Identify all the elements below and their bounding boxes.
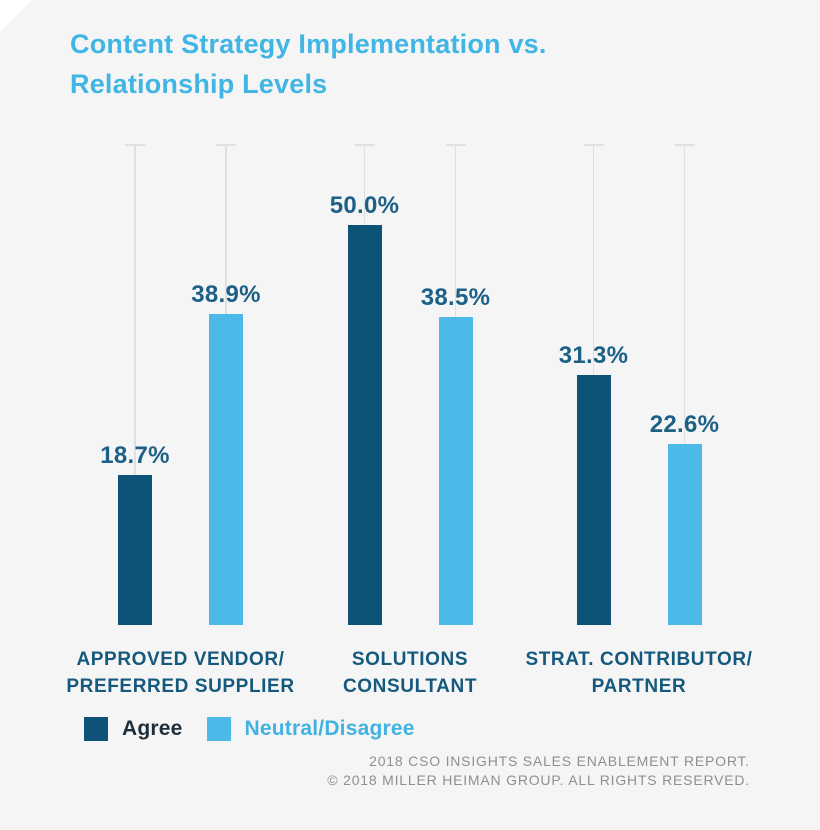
agree-swatch (84, 717, 108, 741)
bar-agree-2 (576, 374, 611, 625)
chart-title-line-1: Content Strategy Implementation vs. (70, 29, 547, 59)
value-label-agree-0: 18.7% (100, 442, 170, 470)
legend-item-agree: Agree (84, 717, 183, 741)
category-label-0: APPROVED VENDOR/ PREFERRED SUPPLIER (66, 649, 295, 697)
source-line-1: 2018 CSO INSIGHTS SALES ENABLEMENT REPOR… (369, 753, 750, 769)
bar-agree-0 (118, 475, 152, 625)
chart-title: Content Strategy Implementation vs. Rela… (70, 24, 547, 104)
value-label-agree-2: 31.3% (558, 341, 629, 369)
legend-item-neutral-disagree: Neutral/Disagree (206, 717, 415, 741)
source-attribution: 2018 CSO INSIGHTS SALES ENABLEMENT REPOR… (327, 752, 750, 790)
bar-neutral-disagree-1 (438, 317, 473, 625)
legend: Agree Neutral/Disagree (84, 717, 415, 741)
source-line-2: © 2018 MILLER HEIMAN GROUP. ALL RIGHTS R… (327, 772, 750, 788)
bar-neutral-disagree-2 (667, 444, 702, 625)
tick-cap-agree-2 (583, 144, 604, 146)
gridline-neutral-disagree-2 (683, 145, 686, 625)
gridline-agree-0 (134, 145, 136, 625)
value-label-neutral-disagree-0: 38.9% (191, 280, 261, 308)
legend-label-agree: Agree (122, 717, 183, 740)
tick-cap-agree-0 (125, 144, 145, 146)
category-label-1: SOLUTIONS CONSULTANT (342, 649, 478, 697)
bar-agree-1 (347, 225, 382, 625)
neutral-disagree-swatch (206, 717, 231, 741)
category-label-2: STRAT. CONTRIBUTOR/ PARTNER (525, 649, 753, 697)
tick-cap-agree-1 (354, 144, 375, 146)
bar-neutral-disagree-0 (209, 313, 243, 625)
tick-cap-neutral-disagree-1 (445, 144, 466, 146)
value-label-agree-1: 50.0% (329, 192, 400, 219)
legend-label-neutral-disagree: Neutral/Disagree (244, 717, 415, 740)
value-label-neutral-disagree-2: 22.6% (649, 411, 720, 439)
tick-cap-neutral-disagree-2 (674, 144, 695, 146)
tick-cap-neutral-disagree-0 (216, 144, 236, 146)
chart-title-line-2: Relationship Levels (70, 69, 328, 99)
value-label-neutral-disagree-1: 38.5% (420, 284, 491, 311)
